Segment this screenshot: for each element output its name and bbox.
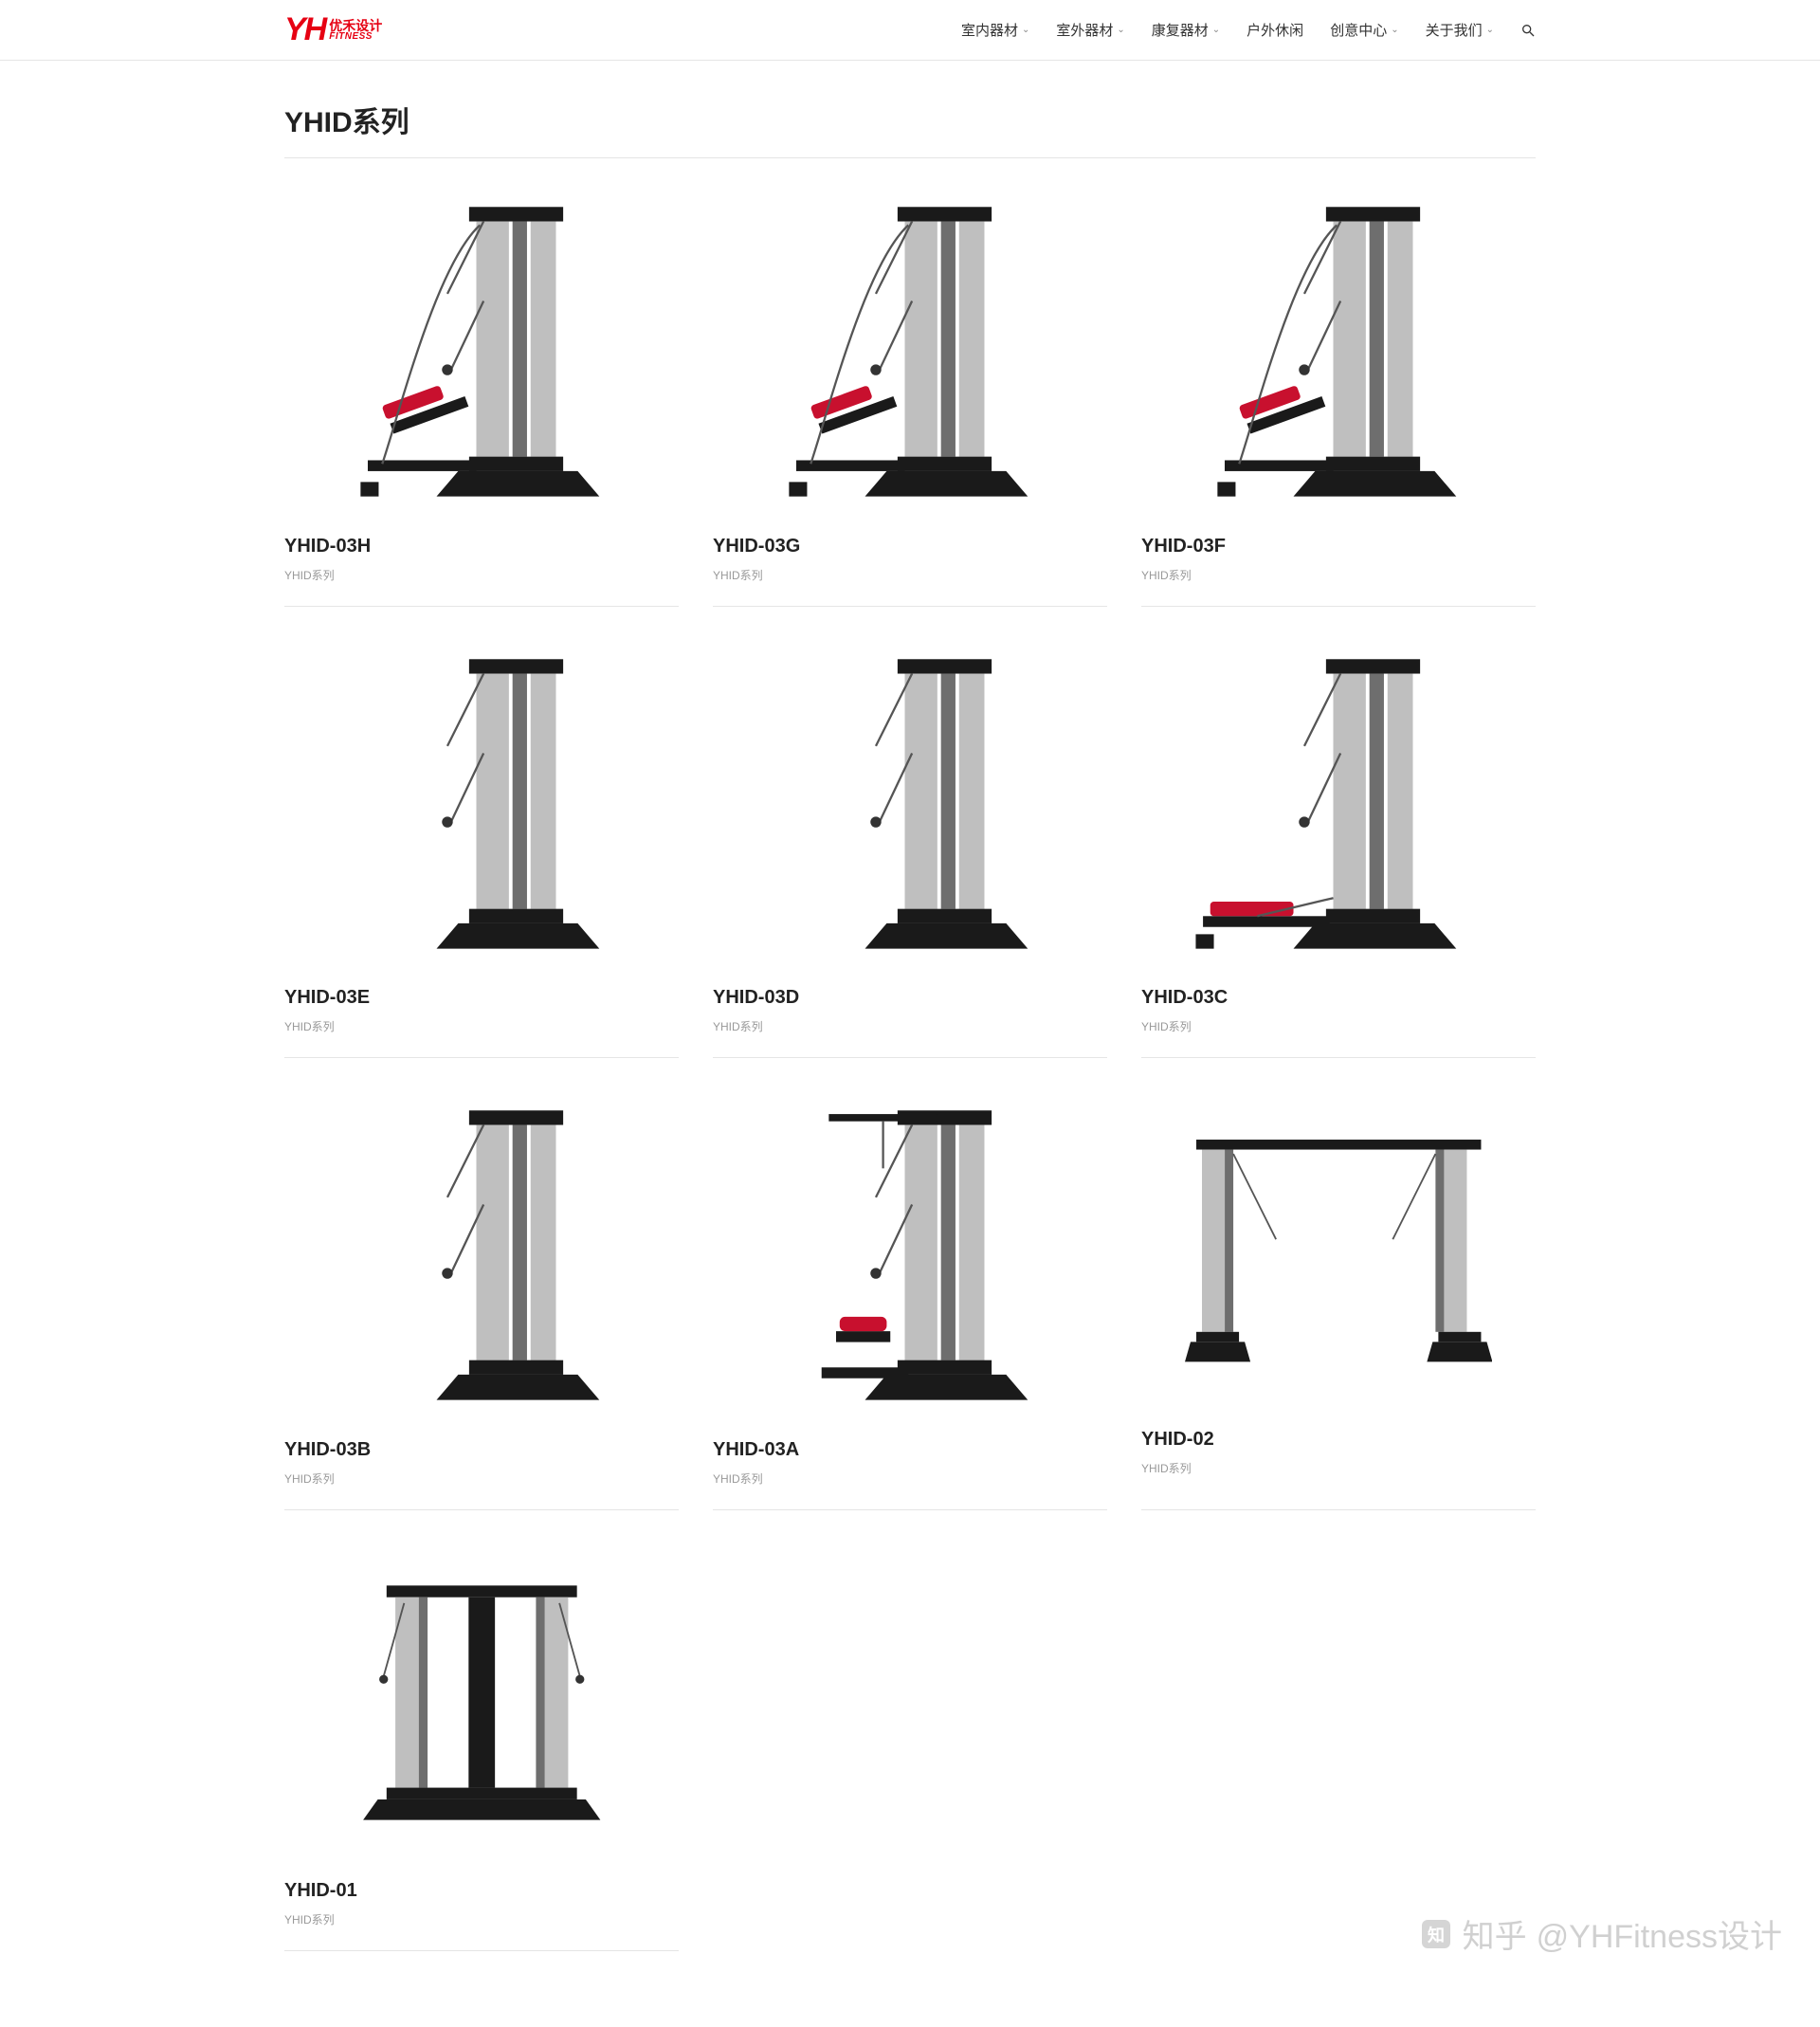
gym-machine-icon (1185, 645, 1492, 971)
product-thumb[interactable] (1141, 645, 1536, 971)
chevron-down-icon: ⌄ (1486, 25, 1494, 35)
product-category[interactable]: YHID系列 (284, 1911, 679, 1927)
gym-machine-icon (756, 192, 1064, 519)
product-thumb[interactable] (1141, 192, 1536, 519)
product-category[interactable]: YHID系列 (1141, 1460, 1536, 1476)
gym-machine-icon (328, 192, 635, 519)
product-category[interactable]: YHID系列 (284, 1470, 679, 1487)
product-category[interactable]: YHID系列 (713, 1018, 1107, 1034)
product-card: YHID-03H YHID系列 (284, 192, 679, 607)
page-title: YHID系列 (284, 99, 1536, 158)
product-title[interactable]: YHID-03A (713, 1439, 1107, 1461)
chevron-down-icon: ⌄ (1022, 25, 1029, 35)
product-grid: YHID-03HYHID系列YHID-03GYHID系列YHID-03FYHID… (284, 192, 1536, 1951)
topbar: YH 优禾设计 FITNESS 室内器材⌄室外器材⌄康复器材⌄户外休闲创意中心⌄… (0, 0, 1820, 61)
nav-item-label: 创意中心 (1330, 20, 1387, 40)
product-thumb[interactable] (284, 192, 679, 519)
product-category[interactable]: YHID系列 (1141, 567, 1536, 583)
product-card: YHID-03C YHID系列 (1141, 645, 1536, 1059)
product-card: YHID-03B YHID系列 (284, 1096, 679, 1510)
gym-machine-icon (328, 645, 635, 971)
logo[interactable]: YH 优禾设计 FITNESS (284, 11, 382, 48)
product-title[interactable]: YHID-03D (713, 987, 1107, 1009)
nav-item-label: 室外器材 (1056, 20, 1113, 40)
nav-item-3[interactable]: 户外休闲 (1247, 20, 1303, 40)
gym-machine-icon (1185, 192, 1492, 519)
product-thumb[interactable] (284, 1096, 679, 1422)
logo-en: FITNESS (329, 32, 382, 42)
nav-item-5[interactable]: 关于我们⌄ (1426, 20, 1494, 40)
product-thumb[interactable] (713, 1096, 1107, 1422)
product-title[interactable]: YHID-03E (284, 987, 679, 1009)
product-category[interactable]: YHID系列 (713, 1470, 1107, 1487)
product-card: YHID-02 YHID系列 (1141, 1096, 1536, 1510)
product-thumb[interactable] (713, 645, 1107, 971)
chevron-down-icon: ⌄ (1117, 25, 1124, 35)
product-thumb[interactable] (1141, 1096, 1536, 1412)
product-card: YHID-03E YHID系列 (284, 645, 679, 1059)
product-card: YHID-03A YHID系列 (713, 1096, 1107, 1510)
nav-item-2[interactable]: 康复器材⌄ (1152, 20, 1220, 40)
nav-item-label: 康复器材 (1152, 20, 1209, 40)
product-title[interactable]: YHID-02 (1141, 1429, 1536, 1451)
logo-mark: YH (284, 11, 325, 48)
search-icon[interactable] (1520, 23, 1536, 38)
product-title[interactable]: YHID-03C (1141, 987, 1536, 1009)
chevron-down-icon: ⌄ (1391, 25, 1398, 35)
nav-item-label: 户外休闲 (1247, 20, 1303, 40)
product-title[interactable]: YHID-03H (284, 536, 679, 557)
product-card: YHID-01 YHID系列 (284, 1548, 679, 1952)
product-title[interactable]: YHID-03G (713, 536, 1107, 557)
main-content: YHID系列 YHID-03HYHID系列YHID-03GYHID系列YHID-… (246, 61, 1574, 2027)
product-card: YHID-03D YHID系列 (713, 645, 1107, 1059)
product-card: YHID-03G YHID系列 (713, 192, 1107, 607)
product-category[interactable]: YHID系列 (1141, 1018, 1536, 1034)
gym-machine-icon (756, 1096, 1064, 1422)
nav-item-label: 室内器材 (961, 20, 1018, 40)
product-thumb[interactable] (284, 645, 679, 971)
product-thumb[interactable] (284, 1548, 679, 1864)
gym-machine-icon (328, 1574, 635, 1837)
product-category[interactable]: YHID系列 (284, 1018, 679, 1034)
main-nav: 室内器材⌄室外器材⌄康复器材⌄户外休闲创意中心⌄关于我们⌄ (961, 20, 1536, 40)
product-category[interactable]: YHID系列 (713, 567, 1107, 583)
gym-machine-icon (756, 645, 1064, 971)
gym-machine-icon (1185, 1125, 1492, 1381)
product-thumb[interactable] (713, 192, 1107, 519)
gym-machine-icon (328, 1096, 635, 1422)
chevron-down-icon: ⌄ (1212, 25, 1220, 35)
logo-cn: 优禾设计 (329, 19, 382, 32)
product-card: YHID-03F YHID系列 (1141, 192, 1536, 607)
nav-item-4[interactable]: 创意中心 ⌄ (1330, 20, 1398, 40)
product-title[interactable]: YHID-03F (1141, 536, 1536, 557)
nav-item-1[interactable]: 室外器材 ⌄ (1056, 20, 1124, 40)
nav-item-0[interactable]: 室内器材 ⌄ (961, 20, 1029, 40)
nav-item-label: 关于我们 (1426, 20, 1483, 40)
product-category[interactable]: YHID系列 (284, 567, 679, 583)
product-title[interactable]: YHID-03B (284, 1439, 679, 1461)
product-title[interactable]: YHID-01 (284, 1880, 679, 1902)
